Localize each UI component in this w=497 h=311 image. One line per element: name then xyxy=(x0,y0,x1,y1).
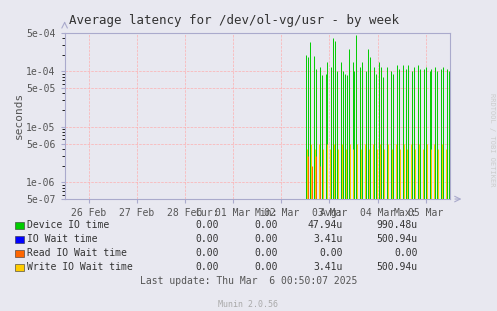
Text: 0.00: 0.00 xyxy=(195,248,219,258)
Text: 0.00: 0.00 xyxy=(394,248,417,258)
Text: 0.00: 0.00 xyxy=(320,248,343,258)
Text: Last update: Thu Mar  6 00:50:07 2025: Last update: Thu Mar 6 00:50:07 2025 xyxy=(140,276,357,286)
Text: 0.00: 0.00 xyxy=(255,234,278,244)
Text: Read IO Wait time: Read IO Wait time xyxy=(27,248,127,258)
Text: Write IO Wait time: Write IO Wait time xyxy=(27,262,133,272)
Text: 500.94u: 500.94u xyxy=(376,262,417,272)
Text: 47.94u: 47.94u xyxy=(308,220,343,230)
Text: 500.94u: 500.94u xyxy=(376,234,417,244)
Text: 0.00: 0.00 xyxy=(195,220,219,230)
Text: RRDTOOL / TOBI OETIKER: RRDTOOL / TOBI OETIKER xyxy=(489,93,495,187)
Text: Device IO time: Device IO time xyxy=(27,220,109,230)
Text: 990.48u: 990.48u xyxy=(376,220,417,230)
Text: 0.00: 0.00 xyxy=(255,220,278,230)
Text: Cur:: Cur: xyxy=(195,208,219,218)
Text: 3.41u: 3.41u xyxy=(314,234,343,244)
Text: 0.00: 0.00 xyxy=(195,234,219,244)
Text: Avg:: Avg: xyxy=(320,208,343,218)
Text: Munin 2.0.56: Munin 2.0.56 xyxy=(219,300,278,309)
Text: 0.00: 0.00 xyxy=(255,248,278,258)
Text: 0.00: 0.00 xyxy=(195,262,219,272)
Text: Average latency for /dev/ol-vg/usr - by week: Average latency for /dev/ol-vg/usr - by … xyxy=(69,14,399,27)
Text: Max:: Max: xyxy=(394,208,417,218)
Text: IO Wait time: IO Wait time xyxy=(27,234,98,244)
Text: 3.41u: 3.41u xyxy=(314,262,343,272)
Text: Min:: Min: xyxy=(255,208,278,218)
Text: 0.00: 0.00 xyxy=(255,262,278,272)
Y-axis label: seconds: seconds xyxy=(13,92,23,139)
